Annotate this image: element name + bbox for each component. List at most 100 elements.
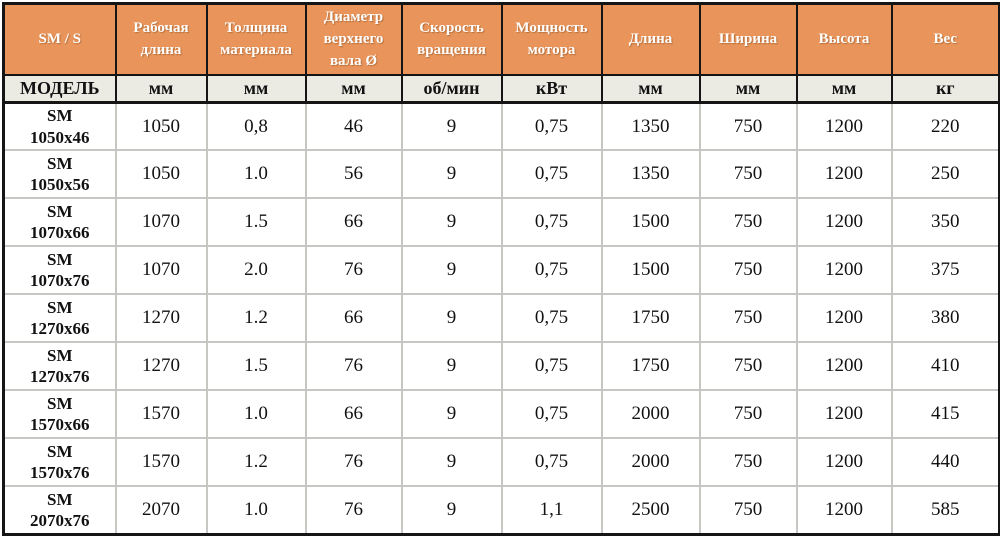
table-row: SM 1570x66 1570 1.0 66 9 0,75 2000 750 1… [2,389,1000,440]
data-cell: 76 [304,245,403,296]
data-cell: 1200 [795,389,893,440]
data-cell: 1270 [114,341,208,392]
data-cell: 1200 [795,437,893,488]
data-cell: 1200 [795,341,893,392]
data-cell: 66 [304,389,403,440]
unit-cell: мм [205,74,307,104]
data-cell: 750 [698,341,798,392]
data-cell: 0,75 [500,437,603,488]
data-cell: 1.0 [205,149,307,200]
data-cell: 9 [400,149,503,200]
data-cell: 585 [890,485,1000,536]
data-cell: 1570 [114,437,208,488]
data-cell: 0,75 [500,245,603,296]
data-cell: 1,1 [500,485,603,536]
data-cell: 750 [698,101,798,152]
data-cell: 750 [698,197,798,248]
data-cell: 0,75 [500,341,603,392]
table-corner-header: SM / S [2,2,117,77]
data-cell: 220 [890,101,1000,152]
data-cell: 1050 [114,101,208,152]
data-cell: 1070 [114,245,208,296]
data-cell: 2000 [600,437,701,488]
data-cell: 1570 [114,389,208,440]
data-cell: 380 [890,293,1000,344]
data-cell: 1070 [114,197,208,248]
column-header-cell: Высота [795,2,893,77]
model-cell: SM 2070x76 [2,485,117,536]
header-row: SM / S Рабочая длина Толщина материала Д… [2,2,1000,77]
data-cell: 0,75 [500,293,603,344]
data-cell: 1750 [600,341,701,392]
data-cell: 1.2 [205,293,307,344]
model-cell: SM 1070x66 [2,197,117,248]
data-cell: 1.0 [205,389,307,440]
unit-cell: кг [890,74,1000,104]
data-cell: 2.0 [205,245,307,296]
data-cell: 440 [890,437,1000,488]
data-cell: 1200 [795,245,893,296]
data-cell: 9 [400,245,503,296]
unit-cell: об/мин [400,74,503,104]
data-cell: 9 [400,101,503,152]
data-cell: 1750 [600,293,701,344]
data-cell: 1200 [795,293,893,344]
data-cell: 1.2 [205,437,307,488]
data-cell: 1050 [114,149,208,200]
data-cell: 46 [304,101,403,152]
unit-cell: мм [600,74,701,104]
model-cell: SM 1050x56 [2,149,117,200]
table-row: SM 1050x56 1050 1.0 56 9 0,75 1350 750 1… [2,149,1000,200]
model-row-label: МОДЕЛЬ [2,74,117,104]
column-header-cell: Мощность мотора [500,2,603,77]
table-row: SM 1070x76 1070 2.0 76 9 0,75 1500 750 1… [2,245,1000,296]
data-cell: 0,8 [205,101,307,152]
model-cell: SM 1270x66 [2,293,117,344]
unit-cell: кВт [500,74,603,104]
data-cell: 0,75 [500,197,603,248]
data-cell: 1.0 [205,485,307,536]
model-cell: SM 1570x76 [2,437,117,488]
data-cell: 9 [400,197,503,248]
data-cell: 410 [890,341,1000,392]
data-cell: 750 [698,389,798,440]
data-cell: 66 [304,197,403,248]
table-row: SM 1070x66 1070 1.5 66 9 0,75 1500 750 1… [2,197,1000,248]
column-header-cell: Скорость вращения [400,2,503,77]
data-cell: 1.5 [205,197,307,248]
data-cell: 1350 [600,149,701,200]
data-cell: 9 [400,437,503,488]
data-cell: 9 [400,293,503,344]
data-cell: 750 [698,437,798,488]
table-row: SM 2070x76 2070 1.0 76 9 1,1 2500 750 12… [2,485,1000,536]
unit-cell: мм [698,74,798,104]
data-cell: 750 [698,245,798,296]
model-cell: SM 1070x76 [2,245,117,296]
data-cell: 750 [698,149,798,200]
table-row: SM 1050x46 1050 0,8 46 9 0,75 1350 750 1… [2,101,1000,152]
model-cell: SM 1270x76 [2,341,117,392]
data-cell: 1350 [600,101,701,152]
data-cell: 1500 [600,245,701,296]
data-cell: 2070 [114,485,208,536]
unit-cell: мм [114,74,208,104]
data-cell: 415 [890,389,1000,440]
data-cell: 1200 [795,101,893,152]
data-cell: 66 [304,293,403,344]
data-cell: 9 [400,485,503,536]
column-header-cell: Вес [890,2,1000,77]
data-cell: 76 [304,437,403,488]
data-cell: 76 [304,341,403,392]
data-cell: 250 [890,149,1000,200]
data-cell: 2000 [600,389,701,440]
data-cell: 76 [304,485,403,536]
data-cell: 1200 [795,485,893,536]
column-header-cell: Толщина материала [205,2,307,77]
data-cell: 0,75 [500,149,603,200]
unit-cell: мм [304,74,403,104]
data-cell: 1.5 [205,341,307,392]
column-header-cell: Ширина [698,2,798,77]
column-header-cell: Диаметр верхнего вала Ø [304,2,403,77]
data-cell: 1200 [795,149,893,200]
data-cell: 350 [890,197,1000,248]
